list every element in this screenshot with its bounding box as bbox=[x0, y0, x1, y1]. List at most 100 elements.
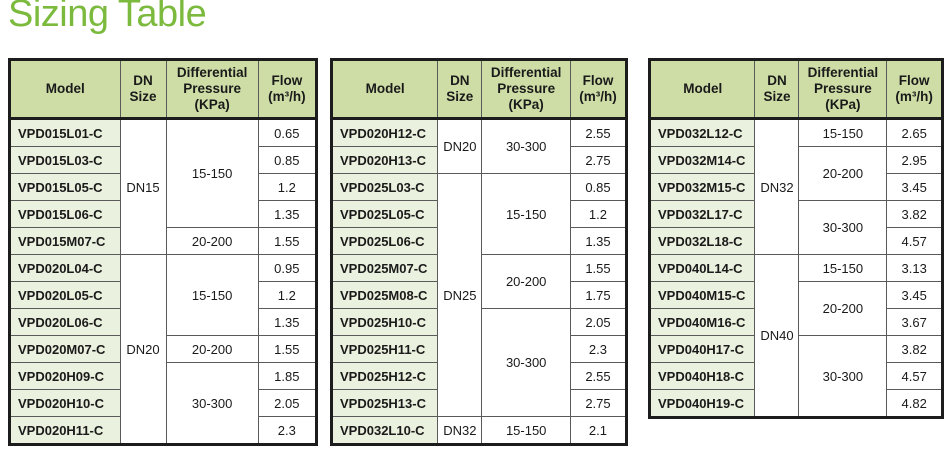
table-row: VPD025H11-C 2.3 bbox=[330, 335, 628, 363]
table-row: VPD032L10-C DN32 15-150 2.1 bbox=[330, 416, 628, 445]
flow-cell: 3.45 bbox=[886, 281, 943, 309]
table-row: VPD020H11-C 2.3 bbox=[9, 416, 318, 445]
table-row: VPD025L06-C 1.35 bbox=[330, 227, 628, 255]
flow-cell: 1.35 bbox=[257, 200, 318, 228]
column-header-dn-size: DN Size bbox=[754, 59, 800, 120]
table-row: VPD020H10-C 2.05 bbox=[9, 389, 318, 417]
model-cell: VPD040H17-C bbox=[648, 335, 756, 363]
column-header-dn-size: DN Size bbox=[119, 59, 167, 120]
model-cell: VPD025H10-C bbox=[330, 308, 439, 336]
model-cell: VPD032M14-C bbox=[648, 146, 756, 174]
flow-cell: 2.3 bbox=[257, 416, 318, 445]
model-cell: VPD015L03-C bbox=[9, 146, 121, 174]
flow-cell: 1.2 bbox=[257, 173, 318, 201]
model-cell: VPD015L06-C bbox=[9, 200, 121, 228]
table-row: VPD040H17-C 30-300 3.82 bbox=[648, 335, 943, 418]
model-cell: VPD032L18-C bbox=[648, 227, 756, 255]
model-cell: VPD025L03-C bbox=[330, 173, 439, 201]
table-row: VPD020L04-C DN20 15-150 0.95 bbox=[9, 254, 318, 445]
flow-cell: 1.85 bbox=[257, 362, 318, 390]
table-row: VPD020H12-C DN20 30-300 2.55 bbox=[330, 118, 628, 174]
model-cell: VPD020H11-C bbox=[9, 416, 121, 445]
model-cell: VPD020L05-C bbox=[9, 281, 121, 309]
flow-cell: 2.3 bbox=[569, 335, 628, 363]
pressure-cell: 15-150 bbox=[481, 416, 571, 445]
pressure-cell: 20-200 bbox=[798, 146, 888, 201]
table-row: VPD025H13-C 2.75 bbox=[330, 389, 628, 417]
column-header-pressure: Differential Pressure (KPa) bbox=[481, 59, 571, 120]
dn-size-cell: DN20 bbox=[119, 254, 167, 445]
model-cell: VPD025H12-C bbox=[330, 362, 439, 390]
pressure-cell: 15-150 bbox=[165, 118, 259, 228]
pressure-cell: 15-150 bbox=[165, 254, 259, 336]
flow-cell: 2.55 bbox=[569, 118, 628, 147]
model-cell: VPD020H13-C bbox=[330, 146, 439, 174]
model-cell: VPD015L01-C bbox=[9, 118, 121, 147]
model-cell: VPD040H19-C bbox=[648, 389, 756, 418]
table-row: VPD032L17-C 30-300 3.82 bbox=[648, 200, 943, 255]
pressure-cell: 30-300 bbox=[481, 118, 571, 174]
model-cell: VPD020M07-C bbox=[9, 335, 121, 363]
flow-cell: 2.65 bbox=[886, 118, 943, 147]
flow-cell: 2.05 bbox=[257, 389, 318, 417]
model-cell: VPD032M15-C bbox=[648, 173, 756, 201]
flow-cell: 4.57 bbox=[886, 362, 943, 390]
table-row: VPD025L05-C 1.2 bbox=[330, 200, 628, 228]
pressure-cell: 15-150 bbox=[798, 118, 888, 147]
table-row: VPD040H18-C 4.57 bbox=[648, 362, 943, 390]
flow-cell: 1.75 bbox=[569, 281, 628, 309]
flow-cell: 3.45 bbox=[886, 173, 943, 201]
model-cell: VPD032L12-C bbox=[648, 118, 756, 147]
table-row: VPD025H12-C 2.55 bbox=[330, 362, 628, 390]
table-row: VPD025H10-C 30-300 2.05 bbox=[330, 308, 628, 417]
table-row: VPD040H19-C 4.82 bbox=[648, 389, 943, 418]
dn-size-cell: DN40 bbox=[754, 254, 800, 418]
table-row: VPD025M08-C 1.75 bbox=[330, 281, 628, 309]
flow-cell: 2.05 bbox=[569, 308, 628, 336]
table-row: VPD020M07-C 20-200 1.55 bbox=[9, 335, 318, 363]
flow-cell: 0.95 bbox=[257, 254, 318, 282]
table-row: VPD020H09-C 30-300 1.85 bbox=[9, 362, 318, 445]
table-row: VPD015L03-C 0.85 bbox=[9, 146, 318, 174]
flow-cell: 1.2 bbox=[569, 200, 628, 228]
column-header-dn-size: DN Size bbox=[437, 59, 483, 120]
model-cell: VPD020L04-C bbox=[9, 254, 121, 282]
table-row: VPD020L05-C 1.2 bbox=[9, 281, 318, 309]
flow-cell: 1.35 bbox=[257, 308, 318, 336]
model-cell: VPD040M16-C bbox=[648, 308, 756, 336]
model-cell: VPD015M07-C bbox=[9, 227, 121, 255]
table-row: VPD020L06-C 1.35 bbox=[9, 308, 318, 336]
header-row: Model DN Size Differential Pressure (KPa) F… bbox=[648, 59, 943, 120]
model-cell: VPD015L05-C bbox=[9, 173, 121, 201]
dn-size-cell: DN32 bbox=[437, 416, 483, 445]
pressure-cell: 30-300 bbox=[481, 308, 571, 417]
model-cell: VPD025L06-C bbox=[330, 227, 439, 255]
table-row: VPD040L14-C DN40 15-150 3.13 bbox=[648, 254, 943, 418]
pressure-cell: 20-200 bbox=[165, 227, 259, 255]
flow-cell: 2.75 bbox=[569, 146, 628, 174]
flow-cell: 3.82 bbox=[886, 200, 943, 228]
flow-cell: 0.85 bbox=[257, 146, 318, 174]
flow-cell: 3.67 bbox=[886, 308, 943, 336]
pressure-cell: 30-300 bbox=[798, 200, 888, 255]
model-cell: VPD025M07-C bbox=[330, 254, 439, 282]
dn-size-cell: DN20 bbox=[437, 118, 483, 174]
column-header-model: Model bbox=[648, 59, 756, 120]
pressure-cell: 30-300 bbox=[798, 335, 888, 418]
table-row: VPD025L03-C DN25 15-150 0.85 bbox=[330, 173, 628, 417]
dn-size-cell: DN25 bbox=[437, 173, 483, 417]
model-cell: VPD032L17-C bbox=[648, 200, 756, 228]
table-row: VPD040M16-C 3.67 bbox=[648, 308, 943, 336]
table-row: VPD032M15-C 3.45 bbox=[648, 173, 943, 201]
sizing-table-3: Model DN Size Differential Pressure (KPa) F… bbox=[648, 58, 944, 419]
column-header-flow: Flow (m³/h) bbox=[886, 59, 943, 120]
pressure-cell: 20-200 bbox=[798, 281, 888, 336]
sizing-table-2: Model DN Size Differential Pressure (KPa) F… bbox=[330, 58, 628, 446]
flow-cell: 2.95 bbox=[886, 146, 943, 174]
flow-cell: 2.75 bbox=[569, 389, 628, 417]
flow-cell: 0.65 bbox=[257, 118, 318, 147]
pressure-cell: 15-150 bbox=[798, 254, 888, 282]
flow-cell: 1.35 bbox=[569, 227, 628, 255]
flow-cell: 3.82 bbox=[886, 335, 943, 363]
model-cell: VPD025L05-C bbox=[330, 200, 439, 228]
